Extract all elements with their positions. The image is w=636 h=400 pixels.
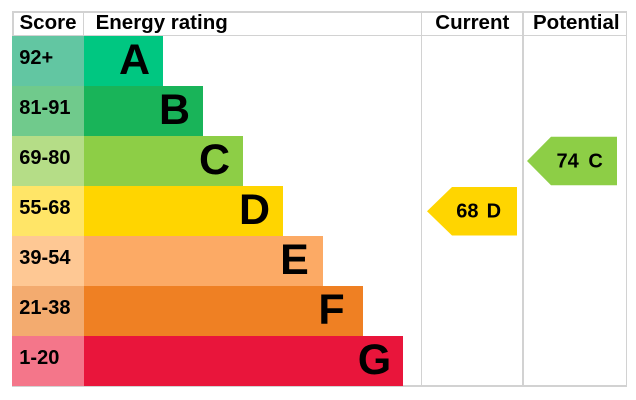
svg-text:C: C bbox=[588, 150, 602, 172]
svg-text:D: D bbox=[487, 201, 501, 223]
svg-text:74: 74 bbox=[557, 150, 580, 172]
svg-text:68: 68 bbox=[456, 201, 478, 223]
